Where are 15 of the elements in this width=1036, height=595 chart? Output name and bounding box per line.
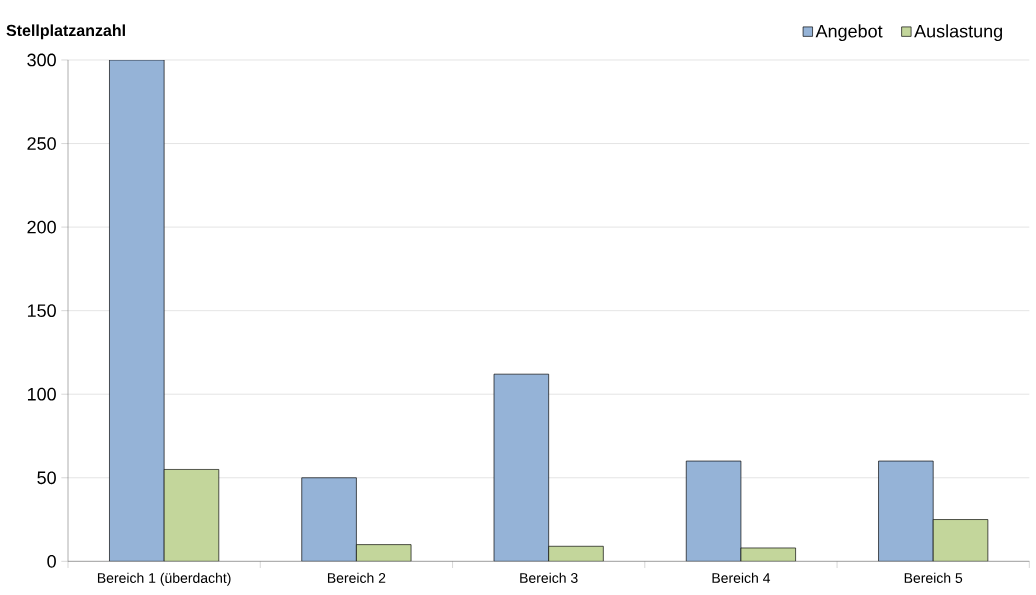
y-tick-label: 150	[27, 304, 56, 318]
y-tick-label: 100	[27, 388, 56, 401]
y-tick-label: 0	[47, 555, 56, 568]
legend-label: Auslastung	[914, 24, 1002, 42]
x-tick-label: Bereich 5	[904, 572, 963, 584]
y-tick-label: 50	[37, 471, 56, 485]
x-tick-label: Bereich 3	[520, 572, 578, 584]
y-tick-label: 250	[27, 137, 56, 151]
legend-label: Angebot	[815, 24, 883, 42]
y-tick-label: 300	[27, 53, 56, 67]
y-tick-label: 200	[27, 220, 56, 234]
y-axis-title: Stellplatzanzahl	[6, 24, 125, 40]
x-tick-label: Bereich 1 (überdacht)	[97, 572, 231, 586]
x-tick-label: Bereich 4	[712, 572, 771, 584]
x-tick-label: Bereich 2	[327, 572, 386, 584]
